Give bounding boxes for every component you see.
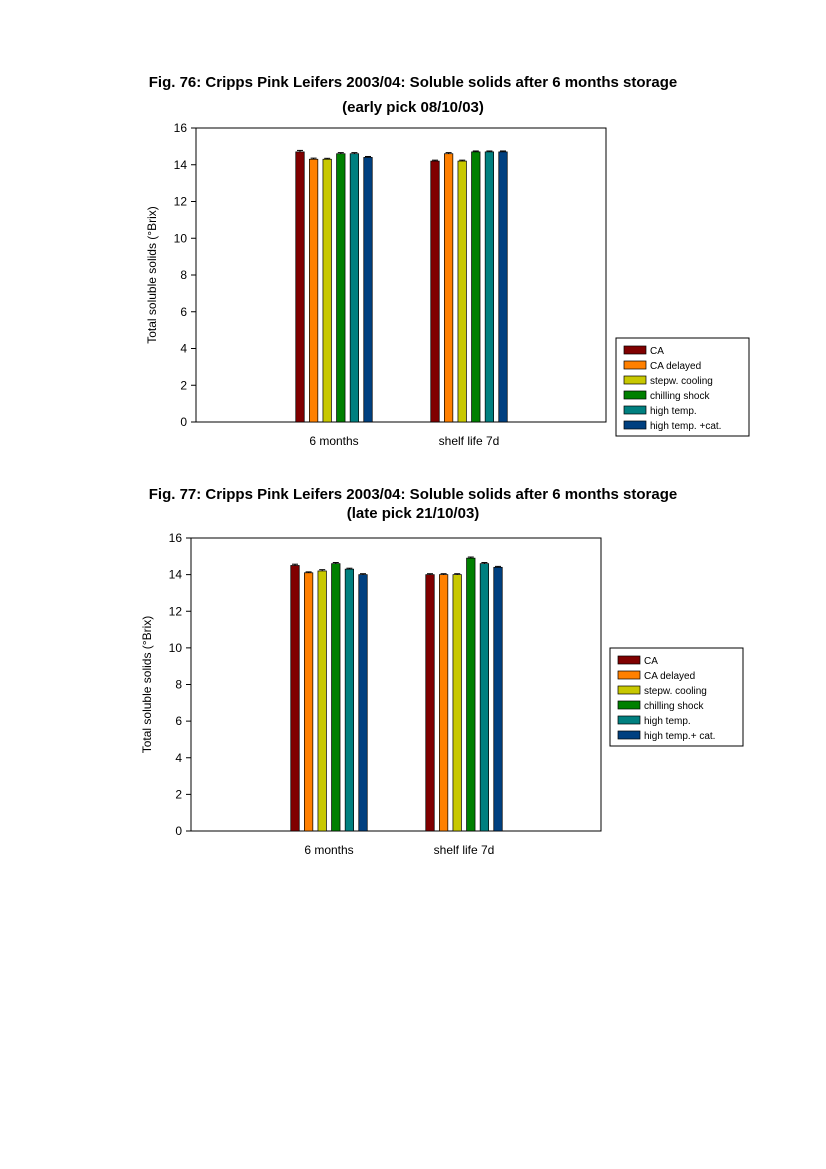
bar bbox=[322, 158, 332, 423]
y-axis-label: Total soluble solids (°Brix) bbox=[140, 616, 154, 754]
legend-label: high temp. +cat. bbox=[650, 421, 721, 432]
legend-label: high temp. bbox=[644, 716, 691, 727]
legend-swatch bbox=[623, 345, 647, 355]
y-tick-label: 8 bbox=[180, 268, 187, 282]
x-category-label: 6 months bbox=[309, 434, 358, 448]
y-tick-label: 14 bbox=[169, 568, 183, 582]
x-category-label: shelf life 7d bbox=[439, 434, 500, 448]
figure-76-title-line1: Fig. 76: Cripps Pink Leifers 2003/04: So… bbox=[148, 74, 678, 91]
bar bbox=[425, 574, 435, 832]
bar bbox=[358, 574, 368, 832]
legend-label: stepw. cooling bbox=[644, 686, 707, 697]
y-tick-label: 14 bbox=[174, 158, 188, 172]
legend-swatch bbox=[617, 670, 641, 680]
bar bbox=[452, 574, 462, 832]
bar bbox=[317, 570, 327, 832]
legend-label: high temp.+ cat. bbox=[644, 731, 715, 742]
bar bbox=[295, 151, 305, 423]
figure-77-title-line1: Fig. 77: Cripps Pink Leifers 2003/04: So… bbox=[148, 486, 678, 503]
bar bbox=[479, 563, 489, 832]
bar bbox=[457, 160, 467, 423]
legend-swatch bbox=[623, 360, 647, 370]
figure-77-chart: 0 2 4 6 8 10 12 14 16 Total soluble solids (°Brix… bbox=[140, 531, 744, 857]
y-tick-label: 0 bbox=[180, 415, 187, 429]
legend-label: stepw. cooling bbox=[650, 376, 713, 387]
bar bbox=[363, 157, 373, 423]
y-tick-label: 4 bbox=[180, 342, 187, 356]
bar bbox=[336, 153, 346, 423]
bar bbox=[290, 565, 300, 832]
legend-swatch bbox=[617, 655, 641, 665]
y-tick-label: 12 bbox=[174, 195, 188, 209]
bar bbox=[444, 153, 454, 423]
legend-label: CA delayed bbox=[644, 671, 695, 682]
figure-77-title-line2: (late pick 21/10/03) bbox=[346, 505, 480, 522]
bar bbox=[493, 566, 503, 832]
legend-label: CA bbox=[644, 656, 658, 667]
legend-swatch bbox=[617, 685, 641, 695]
y-tick-label: 2 bbox=[180, 378, 187, 392]
y-axis-label: Total soluble solids (°Brix) bbox=[145, 206, 159, 344]
legend-swatch bbox=[623, 375, 647, 385]
y-tick-label: 6 bbox=[175, 714, 182, 728]
legend-label: chilling shock bbox=[650, 391, 710, 402]
legend-swatch bbox=[617, 700, 641, 710]
y-tick-label: 4 bbox=[175, 751, 182, 765]
legend-swatch bbox=[623, 390, 647, 400]
y-tick-label: 10 bbox=[174, 231, 188, 245]
y-tick-label: 6 bbox=[180, 305, 187, 319]
x-category-label: 6 months bbox=[304, 843, 353, 857]
legend-label: CA bbox=[650, 346, 664, 357]
legend-label: CA delayed bbox=[650, 361, 701, 372]
plot-frame bbox=[195, 127, 607, 423]
bar bbox=[349, 153, 359, 423]
legend-swatch bbox=[617, 715, 641, 725]
legend-swatch bbox=[623, 420, 647, 430]
y-tick-label: 16 bbox=[169, 531, 183, 545]
y-tick-label: 8 bbox=[175, 678, 182, 692]
bar bbox=[304, 572, 314, 832]
plot-frame bbox=[190, 537, 602, 832]
legend-swatch bbox=[617, 730, 641, 740]
y-tick-label: 16 bbox=[174, 121, 188, 135]
bar bbox=[309, 158, 319, 423]
bar bbox=[484, 151, 494, 423]
y-tick-label: 0 bbox=[175, 824, 182, 838]
bar bbox=[466, 557, 476, 832]
bar bbox=[498, 151, 508, 423]
figure-76-title-line2: (early pick 08/10/03) bbox=[342, 99, 484, 116]
x-category-label: shelf life 7d bbox=[434, 843, 495, 857]
legend-label: chilling shock bbox=[644, 701, 704, 712]
figure-76-chart: 0 2 4 6 8 10 12 14 16 Total soluble solids (°Brix… bbox=[145, 121, 750, 448]
legend-swatch bbox=[623, 405, 647, 415]
bar bbox=[331, 563, 341, 832]
bar bbox=[430, 160, 440, 423]
bar bbox=[439, 574, 449, 832]
legend-label: high temp. bbox=[650, 406, 697, 417]
y-tick-label: 12 bbox=[169, 604, 183, 618]
y-tick-label: 2 bbox=[175, 787, 182, 801]
bar bbox=[344, 568, 354, 832]
bar bbox=[471, 151, 481, 423]
y-tick-label: 10 bbox=[169, 641, 183, 655]
